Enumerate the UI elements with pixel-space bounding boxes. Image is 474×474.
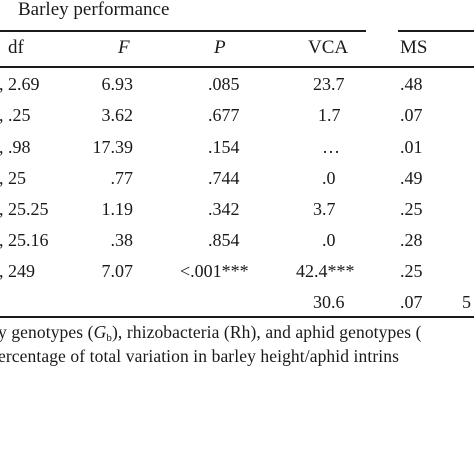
cell-ms: .49 — [400, 168, 423, 188]
cell-ms: .28 — [400, 230, 423, 250]
group-title: Barley performance — [18, 0, 170, 20]
footnote-text-a: y genotypes ( — [0, 322, 94, 342]
header-df: df — [8, 37, 24, 58]
cell-df: , 25 — [0, 168, 26, 188]
group-rule — [0, 30, 366, 32]
cell-f: .38 — [110, 230, 134, 250]
footnote-symbol-g: G — [93, 322, 107, 342]
cell-p: .154 — [208, 137, 240, 157]
cell-vca: 23.7 — [313, 74, 345, 94]
cell-p: .744 — [208, 168, 240, 188]
cell-df: , .25 — [0, 105, 31, 125]
footnote-subscript: b — [106, 332, 112, 344]
cell-df: , 25.16 — [0, 230, 49, 250]
cell-vca: .0 — [322, 230, 336, 250]
cell-f: .77 — [110, 168, 134, 188]
ms-group-rule — [398, 30, 474, 32]
header-rule — [0, 66, 474, 68]
cell-f: 1.19 — [101, 199, 134, 219]
cell-df: , 25.25 — [0, 199, 49, 219]
footnote-line-2: ercentage of total variation in barley h… — [0, 346, 399, 366]
cell-f: 17.39 — [92, 137, 134, 157]
cell-ms: .07 — [400, 105, 423, 125]
bottom-rule — [0, 316, 474, 318]
cell-ms: .01 — [400, 137, 423, 157]
cell-p: .342 — [208, 199, 240, 219]
cell-extra: 5 — [462, 292, 471, 312]
cell-f: 6.93 — [101, 74, 134, 94]
cell-p: .677 — [208, 105, 240, 125]
cell-vca: .0 — [322, 168, 336, 188]
cell-ms: .25 — [400, 199, 423, 219]
cell-ms: .25 — [400, 261, 423, 281]
header-p: P — [214, 37, 226, 58]
cell-ms: .48 — [400, 74, 423, 94]
cell-vca: 30.6 — [313, 292, 345, 312]
cell-vca: 3.7 — [313, 199, 336, 219]
cell-p: <.001*** — [180, 261, 249, 281]
cell-p: .854 — [208, 230, 240, 250]
header-ms: MS — [400, 37, 428, 58]
cell-f: 3.62 — [101, 105, 134, 125]
cell-vca: 42.4*** — [296, 261, 355, 281]
cell-df: , .98 — [0, 137, 31, 157]
header-vca: VCA — [308, 37, 349, 58]
footnote-text-b: ), rhizobacteria (Rh), and aphid genotyp… — [111, 322, 422, 342]
cell-vca: 1.7 — [318, 105, 341, 125]
cell-ms: .07 — [400, 292, 423, 312]
cell-df: , 249 — [0, 261, 35, 281]
cell-p: .085 — [208, 74, 240, 94]
cell-vca: … — [322, 137, 340, 157]
cell-f: 7.07 — [101, 261, 134, 281]
footnote-line-1: y genotypes (Gb), rhizobacteria (Rh), an… — [0, 322, 422, 344]
cell-df: , 2.69 — [0, 74, 40, 94]
header-f: F — [118, 37, 130, 58]
